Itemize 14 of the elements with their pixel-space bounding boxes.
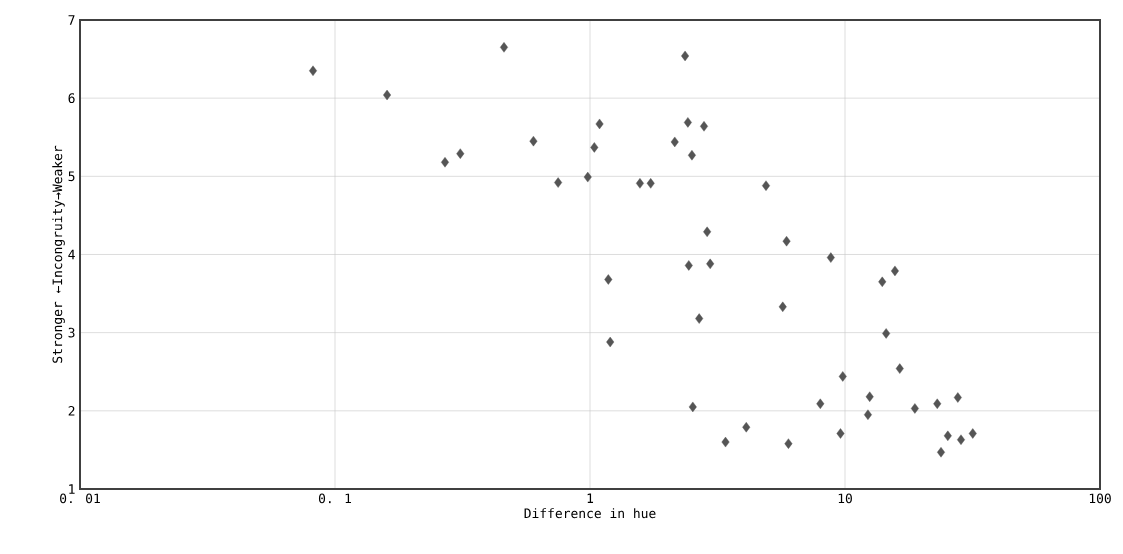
y-tick-label: 4 [68, 249, 75, 260]
y-tick-label: 2 [68, 406, 75, 416]
x-tick-label: 0. 01 [60, 493, 100, 504]
y-tick-label: 7 [68, 15, 75, 25]
x-tick-label: 10 [838, 493, 852, 504]
x-axis-title: Difference in hue [524, 508, 656, 519]
x-tick-label: 1 [587, 493, 594, 503]
y-tick-label: 6 [68, 93, 75, 104]
x-tick-label: 0. 1 [318, 493, 352, 504]
y-tick-label: 3 [68, 327, 75, 338]
y-axis-title: Stronger ←Incongruity→Weaker [52, 145, 65, 363]
x-tick-label: 100 [1089, 493, 1111, 504]
y-tick-label: 1 [69, 484, 75, 494]
y-tick-label: 5 [68, 171, 75, 182]
